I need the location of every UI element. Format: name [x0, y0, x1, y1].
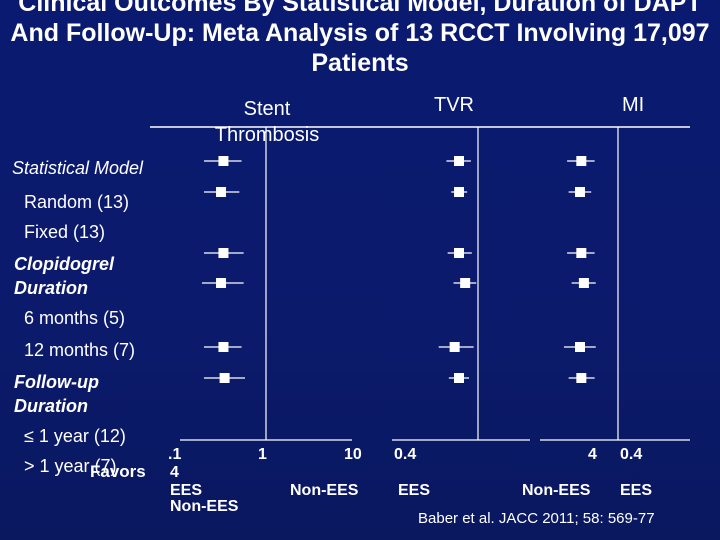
row-label-le-one-year: ≤ 1 year (12): [24, 426, 126, 446]
plot-frame: [150, 126, 690, 441]
row-label-random: Random (13): [24, 192, 130, 212]
group-label-clopidogrel: Clopidogrel Duration: [14, 254, 114, 298]
estimate-marker-0-0: [218, 156, 229, 166]
favors-tvr-non-ees: Non-EES: [290, 482, 359, 499]
tick-tvr-0: 0.4: [394, 446, 417, 463]
row-label-statistical-model: Statistical Model: [12, 158, 144, 178]
slide-title: Clinical Outcomes By Statistical Model, …: [10, 0, 710, 77]
estimate-marker-0-2: [218, 248, 229, 258]
favors-label: Favors: [90, 462, 146, 481]
estimate-marker-2-3: [578, 278, 589, 288]
estimate-marker-1-4: [449, 342, 460, 352]
tick-mi-0: 0.4: [620, 446, 643, 463]
estimate-marker-2-5: [576, 373, 587, 383]
panel-title-mi: MI: [622, 94, 645, 116]
tick-st-2: 10: [344, 446, 362, 463]
estimate-marker-0-3: [216, 278, 227, 288]
row-label-fixed: Fixed (13): [24, 222, 106, 242]
estimate-marker-1-5: [454, 373, 465, 383]
estimate-marker-1-3: [460, 278, 471, 288]
plot-marks: [201, 156, 596, 383]
row-label-six-months: 6 months (5): [24, 308, 126, 328]
tick-st-0: .1: [168, 446, 182, 463]
estimate-marker-2-2: [576, 248, 587, 258]
estimate-marker-2-1: [575, 187, 586, 197]
estimate-marker-1-0: [454, 156, 465, 166]
favors-tvr-ees: EES: [398, 482, 431, 499]
favors-mi-non-ees: Non-EES: [522, 482, 591, 499]
estimate-marker-0-5: [219, 373, 230, 383]
group-label-followup: Follow-up Duration: [14, 372, 99, 416]
estimate-marker-1-1: [454, 187, 465, 197]
row-label-gt-one-year: > 1 year (7): [24, 456, 117, 476]
favors-st-ees: EES: [170, 482, 203, 499]
favors-st-non-ees: Non-EES: [170, 498, 239, 515]
estimate-marker-0-4: [218, 342, 229, 352]
estimate-marker-2-0: [576, 156, 587, 166]
citation: Baber et al. JACC 2011; 58: 569-77: [418, 510, 655, 527]
tick-tvr-1: 4: [588, 446, 597, 463]
estimate-marker-1-2: [454, 248, 465, 258]
estimate-marker-2-4: [575, 342, 586, 352]
tick-st-1: 1: [258, 446, 267, 463]
tick-st-extra: 4: [170, 464, 179, 481]
panel-title-tvr: TVR: [434, 94, 474, 116]
row-label-twelve-months: 12 months (7): [24, 340, 136, 360]
panel-title-stent-thrombosis: Stent Thrombosis: [214, 98, 320, 146]
estimate-marker-0-1: [216, 187, 227, 197]
favors-mi-ees: EES: [620, 482, 653, 499]
